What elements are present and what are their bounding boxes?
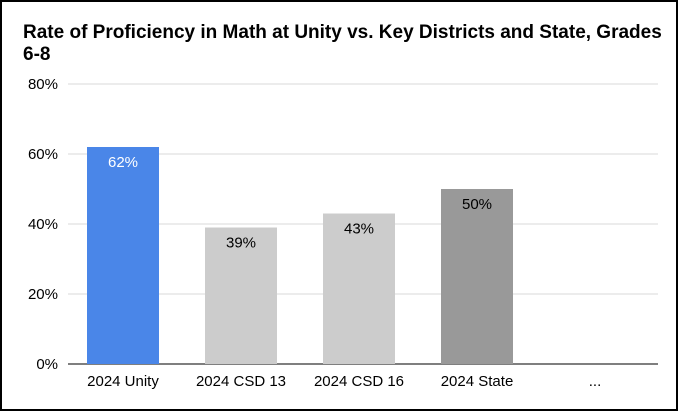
y-tick-label: 60% [28, 146, 58, 163]
data-label: 50% [462, 196, 492, 213]
y-tick-label: 40% [28, 216, 58, 233]
data-label: 62% [108, 154, 138, 171]
bar [87, 147, 159, 364]
x-tick-label: 2024 CSD 13 [196, 373, 286, 390]
chart-title: Rate of Proficiency in Math at Unity vs.… [23, 22, 662, 65]
y-tick-label: 0% [36, 356, 58, 373]
x-tick-label: ... [589, 373, 602, 390]
bar [205, 227, 277, 364]
data-label: 43% [344, 221, 374, 238]
bar [441, 189, 513, 364]
x-tick-label: 2024 Unity [87, 373, 159, 390]
x-tick-label: 2024 State [441, 373, 514, 390]
y-tick-label: 20% [28, 286, 58, 303]
y-tick-label: 80% [28, 76, 58, 93]
data-label: 39% [226, 235, 256, 252]
x-tick-label: 2024 CSD 16 [314, 373, 404, 390]
bar [323, 213, 395, 364]
